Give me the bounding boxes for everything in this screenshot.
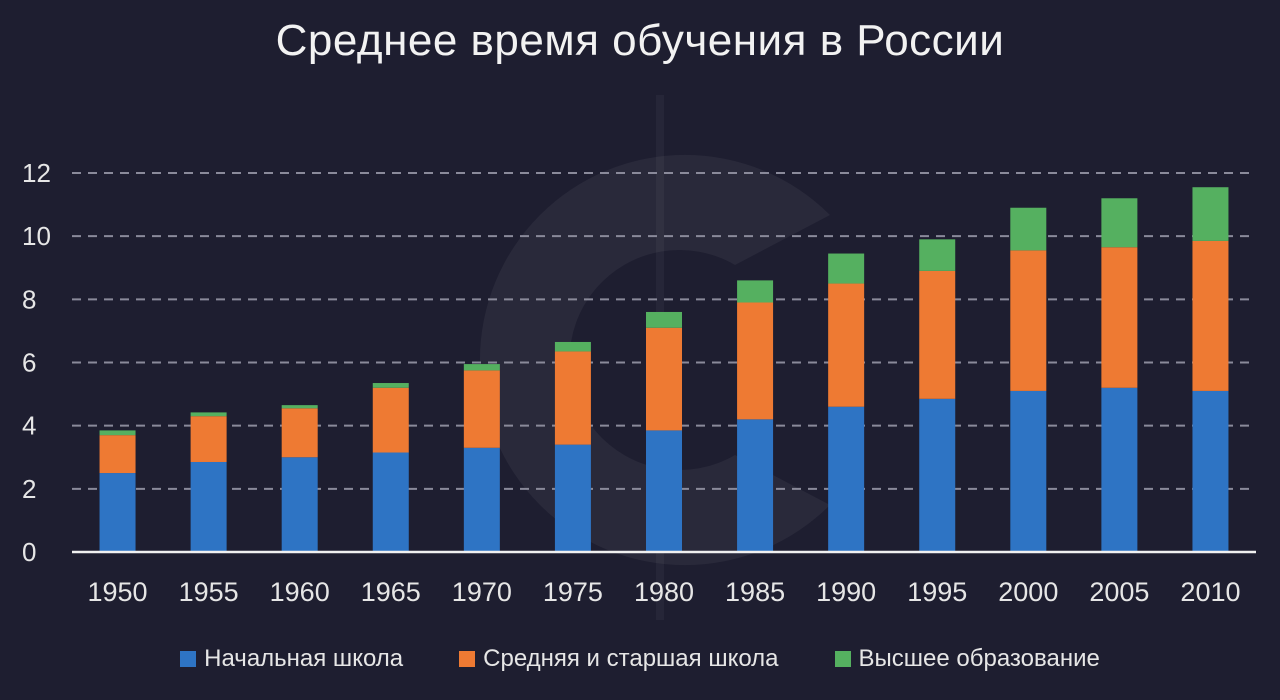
bar-higher-2000 bbox=[1010, 207, 1047, 251]
legend-swatch bbox=[180, 651, 197, 667]
bar-secondary-2005 bbox=[1101, 247, 1138, 388]
y-tick-label: 4 bbox=[22, 411, 36, 441]
bar-secondary-2000 bbox=[1010, 250, 1047, 391]
bar-secondary-1975 bbox=[554, 351, 591, 445]
bar-secondary-1995 bbox=[919, 270, 956, 399]
x-tick-label: 1985 bbox=[725, 577, 785, 607]
bar-primary-2010 bbox=[1192, 390, 1229, 552]
x-tick-label: 2005 bbox=[1089, 577, 1149, 607]
legend-item: Средняя и старшая школа bbox=[459, 645, 779, 673]
bar-primary-1970 bbox=[463, 447, 500, 552]
x-tick-label: 1955 bbox=[179, 577, 239, 607]
bar-secondary-1955 bbox=[190, 416, 227, 462]
x-tick-label: 1975 bbox=[543, 577, 603, 607]
bar-higher-2010 bbox=[1192, 187, 1229, 241]
y-axis: 0 2 4 6 8 10 12 bbox=[22, 158, 51, 567]
bar-higher-1960 bbox=[281, 405, 318, 409]
bars-group bbox=[99, 187, 1229, 552]
bar-secondary-1970 bbox=[463, 370, 500, 448]
bar-primary-1950 bbox=[99, 473, 136, 552]
bar-primary-1960 bbox=[281, 457, 318, 552]
bar-higher-1970 bbox=[463, 364, 500, 371]
legend-item: Высшее образование bbox=[834, 645, 1100, 673]
bar-primary-1980 bbox=[646, 430, 682, 552]
legend-label: Начальная школа bbox=[204, 645, 404, 672]
bar-primary-2000 bbox=[1010, 390, 1047, 552]
bar-primary-1955 bbox=[190, 461, 227, 552]
bar-primary-2005 bbox=[1101, 387, 1138, 552]
x-tick-label: 1950 bbox=[87, 577, 147, 607]
legend-swatch bbox=[459, 651, 476, 667]
chart-title: Среднее время обучения в России bbox=[275, 16, 1005, 65]
y-tick-label: 2 bbox=[22, 474, 36, 504]
bar-higher-1955 bbox=[190, 412, 227, 417]
x-tick-label: 1965 bbox=[361, 577, 421, 607]
legend-label: Высшее образование bbox=[858, 645, 1100, 672]
bar-higher-1950 bbox=[99, 430, 136, 436]
bar-higher-1985 bbox=[737, 280, 774, 303]
legend-label: Средняя и старшая школа bbox=[483, 645, 779, 672]
bar-higher-2005 bbox=[1101, 198, 1138, 248]
bar-secondary-1965 bbox=[372, 387, 409, 453]
bar-primary-1995 bbox=[919, 398, 956, 552]
x-tick-label: 1990 bbox=[816, 577, 876, 607]
y-tick-label: 12 bbox=[22, 158, 51, 188]
bar-secondary-1990 bbox=[828, 283, 865, 407]
bar-secondary-1980 bbox=[646, 327, 682, 431]
x-tick-label: 2000 bbox=[998, 577, 1058, 607]
legend: Начальная школа Средняя и старшая школа Вы… bbox=[0, 645, 1280, 673]
bar-secondary-1950 bbox=[99, 435, 136, 474]
x-tick-label: 1960 bbox=[270, 577, 330, 607]
bar-higher-1975 bbox=[554, 341, 591, 352]
y-tick-label: 10 bbox=[22, 221, 51, 251]
y-tick-label: 6 bbox=[22, 348, 36, 378]
bar-higher-1980 bbox=[646, 311, 682, 328]
bar-primary-1990 bbox=[828, 406, 865, 552]
bar-primary-1985 bbox=[737, 419, 774, 552]
bar-secondary-1960 bbox=[281, 408, 318, 458]
legend-swatch bbox=[834, 651, 851, 667]
x-tick-label: 1995 bbox=[907, 577, 967, 607]
bar-higher-1990 bbox=[828, 253, 865, 284]
x-tick-label: 1980 bbox=[634, 577, 694, 607]
legend-item: Начальная школа bbox=[180, 645, 403, 673]
y-tick-label: 0 bbox=[22, 537, 36, 567]
bar-higher-1965 bbox=[372, 383, 409, 388]
x-tick-label: 1970 bbox=[452, 577, 512, 607]
y-tick-label: 8 bbox=[22, 284, 36, 314]
bar-primary-1975 bbox=[554, 444, 591, 552]
bar-secondary-1985 bbox=[737, 302, 774, 420]
x-tick-label: 2010 bbox=[1180, 577, 1240, 607]
bar-primary-1965 bbox=[372, 452, 409, 552]
bar-higher-1995 bbox=[919, 239, 956, 271]
x-axis: 1950 1955 1960 1965 1970 1975 1980 1985 1990 1995… bbox=[72, 550, 1256, 607]
bar-secondary-2010 bbox=[1192, 240, 1229, 391]
